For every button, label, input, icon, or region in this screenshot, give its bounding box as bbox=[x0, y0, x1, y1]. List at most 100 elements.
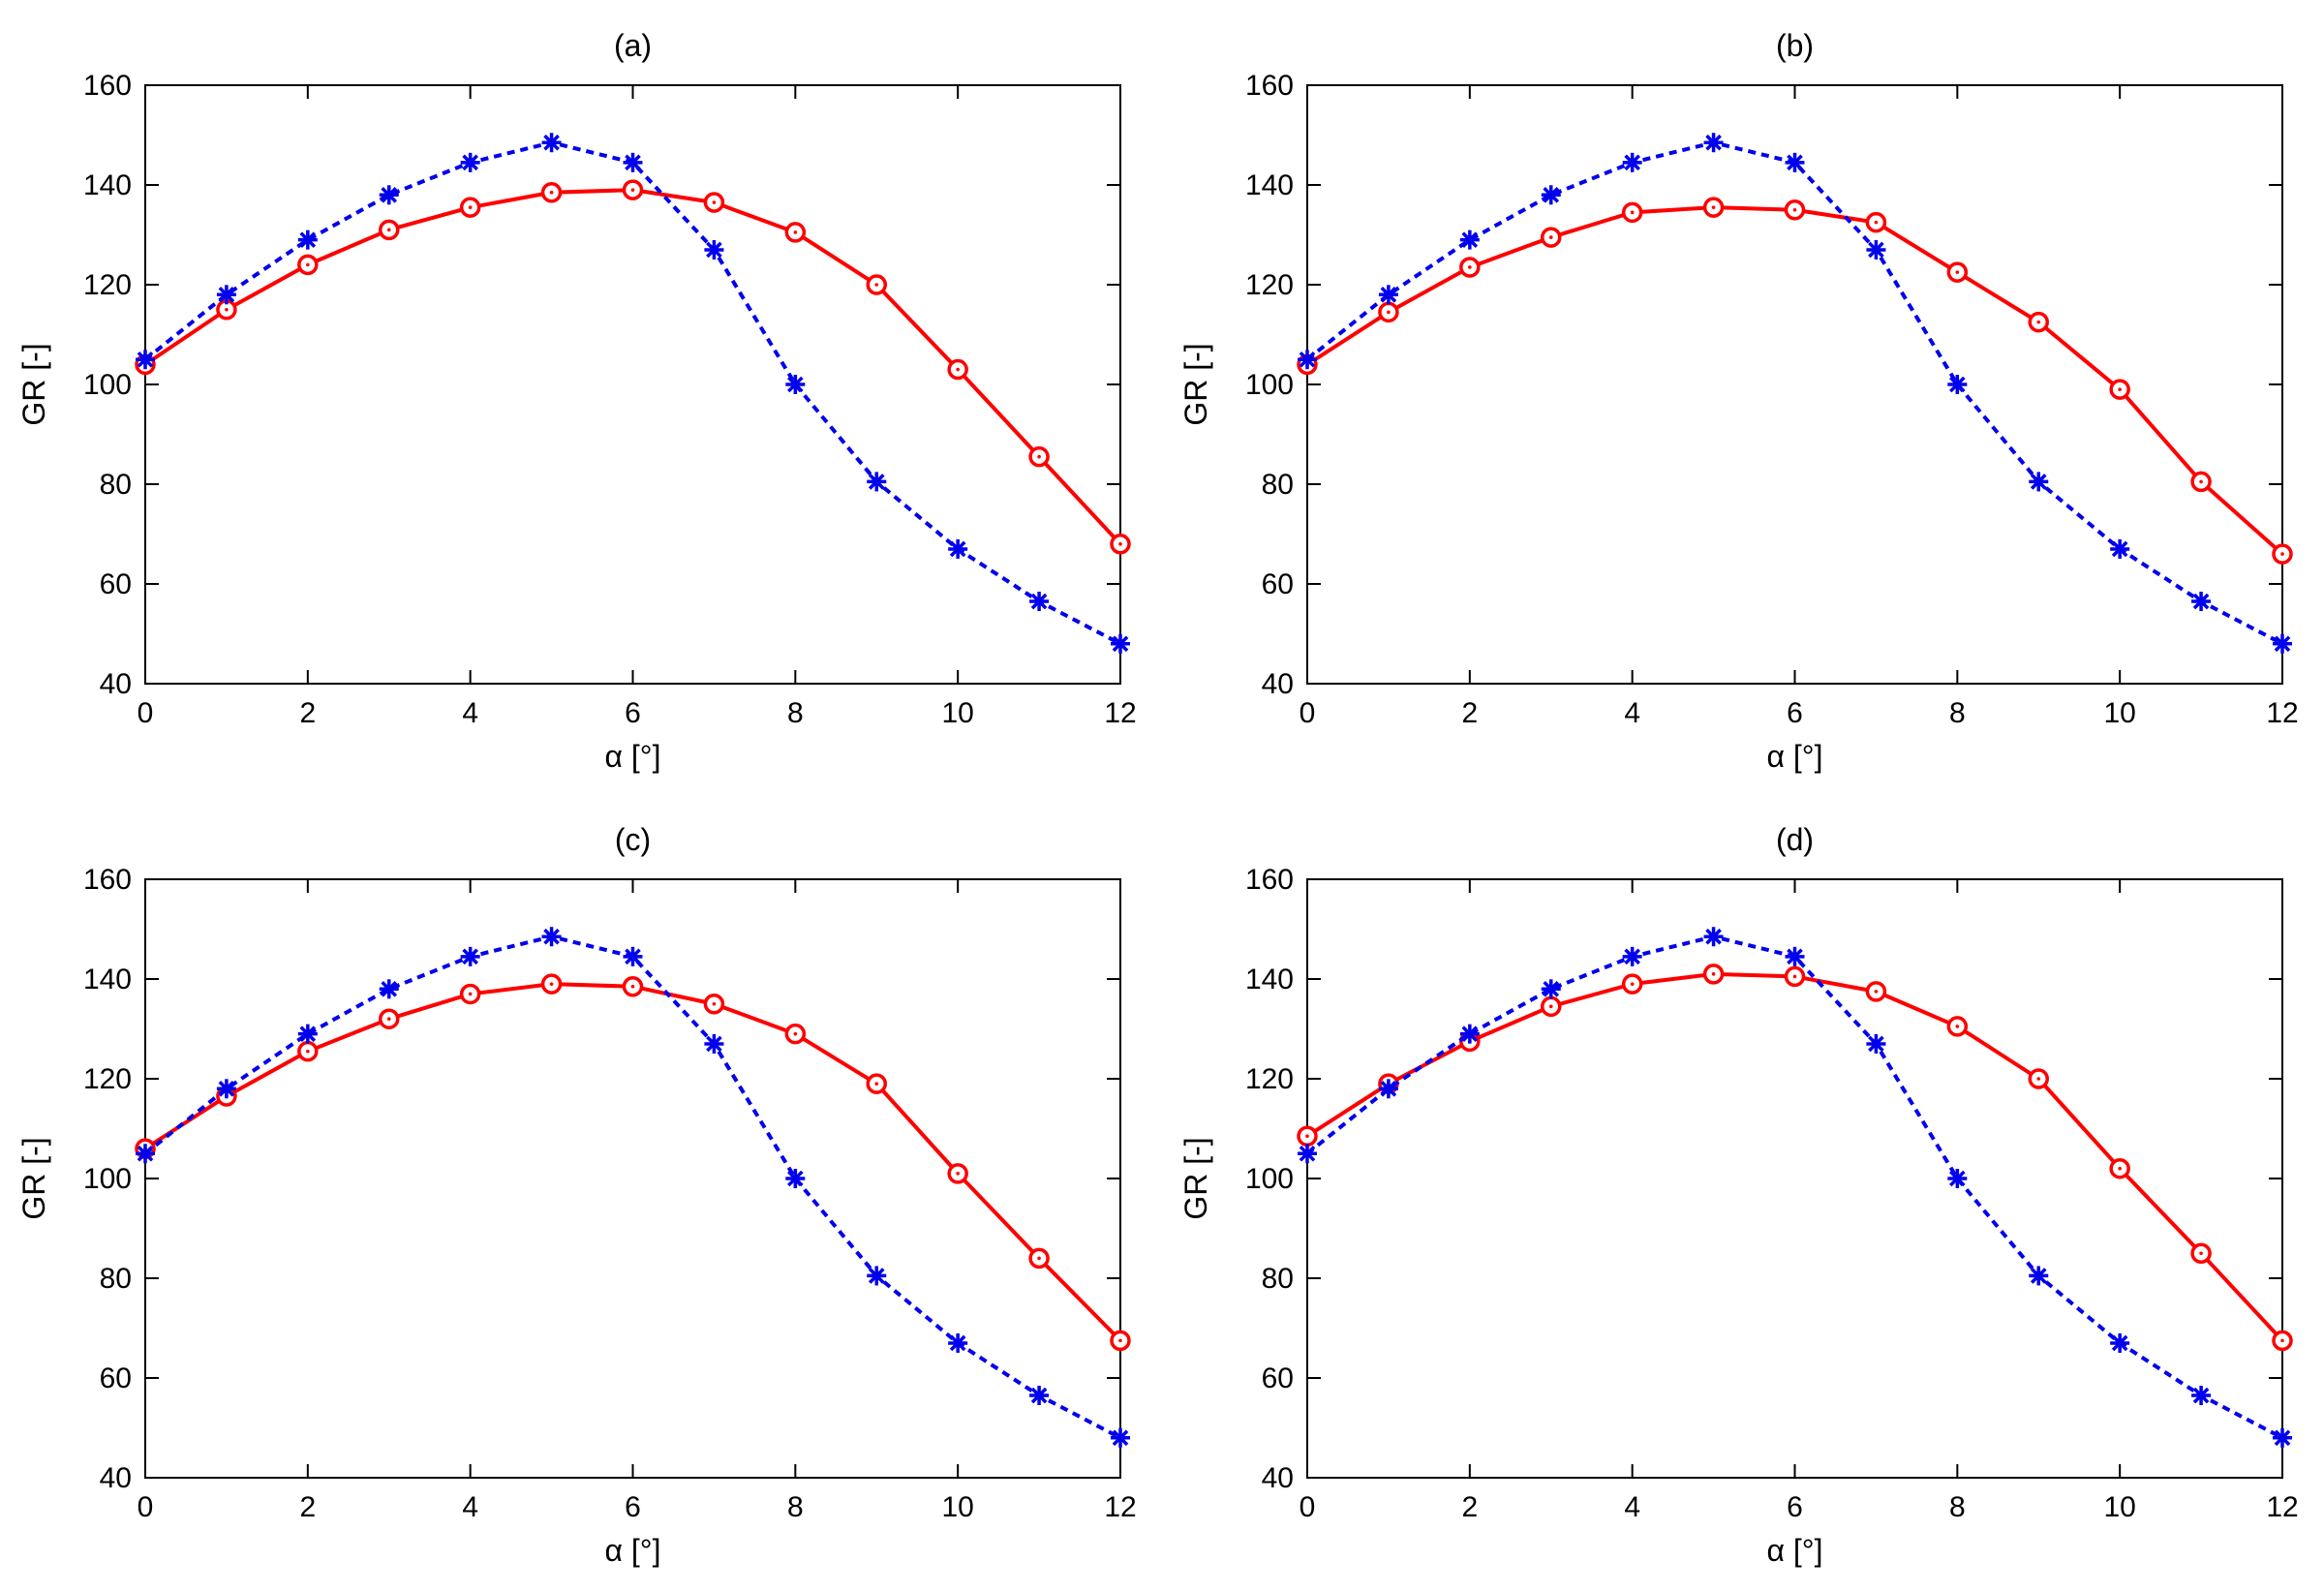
data-point-circle bbox=[1946, 1016, 1969, 1037]
data-point-circle bbox=[2272, 543, 2293, 565]
marker-dot bbox=[1037, 1256, 1041, 1261]
data-point-asterisk bbox=[704, 239, 724, 260]
data-point-circle bbox=[2028, 311, 2049, 333]
x-axis-label: α [°] bbox=[605, 739, 661, 774]
data-point-circle bbox=[1110, 534, 1131, 555]
y-tick-label: 60 bbox=[100, 568, 132, 600]
marker-dot bbox=[386, 228, 391, 232]
y-tick-label: 80 bbox=[1262, 1263, 1294, 1295]
series-red-circles bbox=[135, 973, 1131, 1352]
data-point-asterisk bbox=[1111, 1427, 1130, 1448]
data-point-asterisk bbox=[623, 152, 643, 172]
data-point-asterisk bbox=[867, 472, 887, 492]
data-point-circle bbox=[866, 274, 887, 295]
data-point-circle bbox=[1459, 257, 1481, 278]
marker-dot bbox=[1955, 270, 1960, 274]
y-tick-label: 120 bbox=[1245, 269, 1294, 301]
series-blue-asterisks bbox=[136, 927, 1130, 1448]
panel-b: 0 2 4 6 8 10 12 40 60 80 100 120 140 160 (b) α [°] GR [-… bbox=[1178, 28, 2299, 774]
data-point-asterisk bbox=[136, 1144, 155, 1164]
x-tick-label: 12 bbox=[2266, 697, 2298, 729]
y-tick-label: 40 bbox=[100, 1462, 132, 1494]
data-point-asterisk bbox=[2029, 1266, 2049, 1286]
data-point-circle bbox=[1621, 201, 1643, 224]
data-point-circle bbox=[1702, 197, 1725, 218]
panel-a: 0 2 4 6 8 10 12 40 60 80 100 120 140 160 (a) α [°] GR [-… bbox=[16, 28, 1137, 774]
data-point-circle bbox=[1541, 995, 1562, 1018]
series-line bbox=[143, 982, 1122, 1342]
marker-dot bbox=[1792, 207, 1797, 212]
marker-dot bbox=[1955, 1025, 1960, 1028]
y-tick-label: 80 bbox=[1262, 469, 1294, 501]
marker-dot bbox=[1630, 982, 1635, 986]
x-tick-label: 12 bbox=[2266, 1491, 2298, 1523]
data-point-asterisk bbox=[1785, 152, 1805, 172]
data-point-asterisk bbox=[1703, 927, 1724, 947]
x-tick-label: 6 bbox=[1787, 697, 1803, 729]
data-point-circle bbox=[1784, 965, 1806, 988]
y-tick-label: 140 bbox=[83, 169, 132, 201]
y-tick-label: 80 bbox=[100, 469, 132, 501]
data-point-circle bbox=[297, 254, 319, 276]
y-tick-label: 80 bbox=[100, 1263, 132, 1295]
data-point-asterisk bbox=[1703, 133, 1724, 153]
data-point-circle bbox=[784, 222, 807, 243]
marker-dot bbox=[225, 307, 229, 312]
y-tick-label: 40 bbox=[100, 668, 132, 700]
x-tick-label: 4 bbox=[462, 697, 478, 729]
data-point-circle bbox=[947, 1163, 968, 1184]
x-tick-label: 4 bbox=[462, 1491, 478, 1523]
marker-dot bbox=[2280, 552, 2284, 556]
data-point-circle bbox=[2272, 1330, 2293, 1352]
data-point-circle bbox=[1865, 981, 1887, 1002]
data-point-circle bbox=[2028, 1068, 2049, 1089]
data-point-circle bbox=[2190, 1242, 2212, 1264]
data-point-asterisk bbox=[1378, 1079, 1398, 1099]
marker-dot bbox=[1711, 972, 1716, 976]
data-point-asterisk bbox=[785, 375, 806, 394]
data-point-circle bbox=[703, 994, 725, 1015]
data-point-circle bbox=[622, 975, 644, 997]
y-axis-label: GR [-] bbox=[16, 1137, 51, 1219]
marker-dot bbox=[956, 367, 960, 372]
x-axis-label: α [°] bbox=[1767, 739, 1823, 774]
marker-dot bbox=[2199, 479, 2203, 484]
data-point-circle bbox=[622, 179, 644, 200]
y-tick-label: 140 bbox=[83, 964, 132, 995]
y-tick-label: 120 bbox=[83, 1063, 132, 1095]
marker-dot bbox=[1548, 235, 1553, 239]
data-point-circle bbox=[540, 181, 563, 203]
data-point-circle bbox=[1541, 227, 1562, 248]
x-tick-label: 4 bbox=[1624, 1491, 1640, 1523]
y-tick-label: 100 bbox=[83, 369, 132, 401]
y-tick-label: 160 bbox=[83, 864, 132, 896]
y-tick-label: 120 bbox=[83, 269, 132, 301]
series-line bbox=[143, 140, 1121, 646]
y-tick-label: 100 bbox=[83, 1163, 132, 1195]
data-point-asterisk bbox=[460, 946, 480, 966]
series-blue-asterisks bbox=[1298, 927, 2292, 1448]
data-point-asterisk bbox=[297, 1024, 318, 1044]
marker-dot bbox=[549, 190, 554, 195]
marker-dot bbox=[793, 230, 798, 234]
marker-dot bbox=[793, 1031, 798, 1036]
x-tick-label: 10 bbox=[2103, 697, 2135, 729]
x-tick-label: 8 bbox=[787, 697, 804, 729]
x-tick-label: 8 bbox=[787, 1491, 804, 1523]
data-point-asterisk bbox=[2110, 538, 2130, 559]
panel-title: (b) bbox=[1776, 28, 1814, 63]
y-tick-label: 160 bbox=[83, 70, 132, 102]
series-red-circles bbox=[1297, 964, 2293, 1352]
marker-dot bbox=[1387, 310, 1391, 315]
data-point-asterisk bbox=[297, 230, 318, 250]
marker-dot bbox=[306, 1049, 310, 1054]
marker-dot bbox=[874, 1082, 879, 1086]
data-point-circle bbox=[2109, 379, 2130, 400]
marker-dot bbox=[630, 188, 635, 192]
x-tick-label: 6 bbox=[625, 697, 641, 729]
marker-dot bbox=[1792, 974, 1797, 979]
data-point-asterisk bbox=[2191, 592, 2212, 612]
data-point-asterisk bbox=[1785, 946, 1805, 966]
data-point-circle bbox=[297, 1040, 319, 1062]
data-point-asterisk bbox=[1459, 230, 1480, 250]
